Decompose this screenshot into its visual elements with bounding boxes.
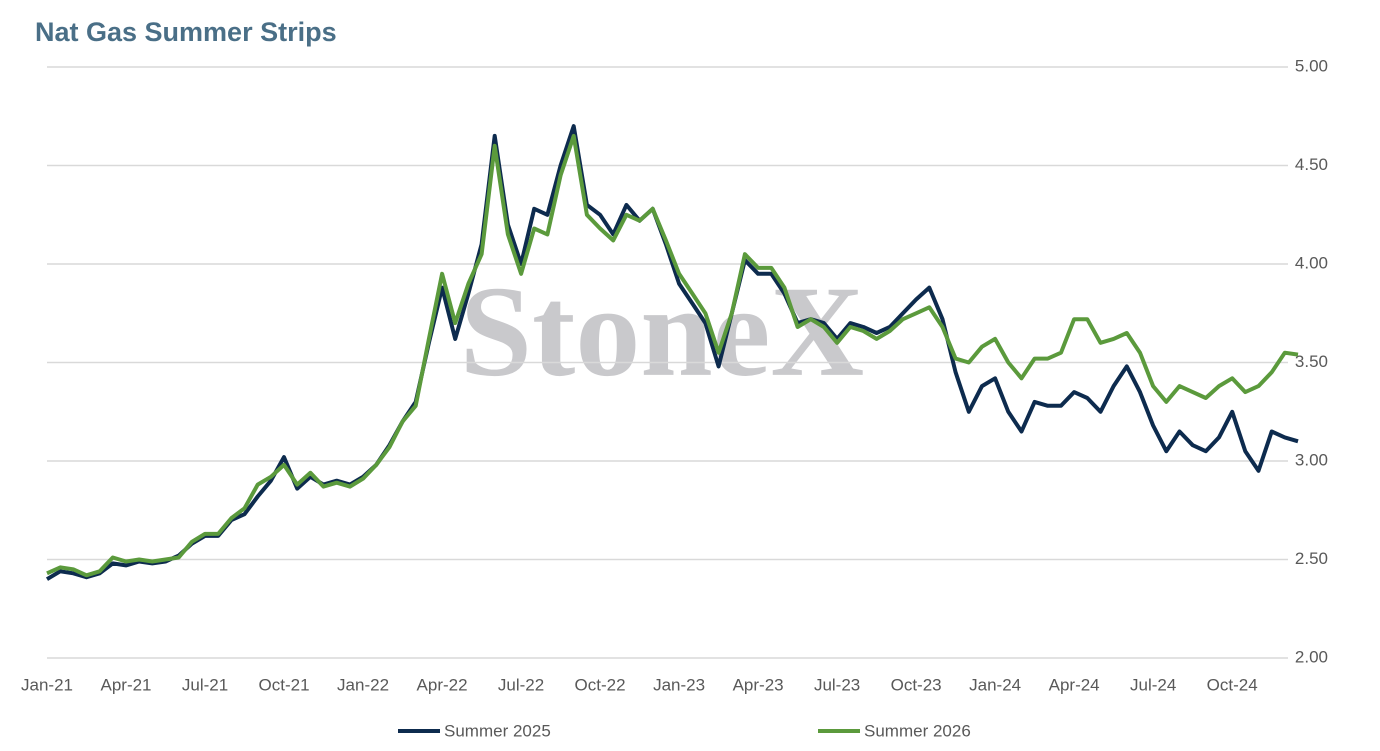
y-tick-label: 2.00 (1295, 647, 1328, 666)
watermark: StoneX (460, 260, 864, 404)
chart-title: Nat Gas Summer Strips (35, 17, 337, 47)
x-tick-label: Apr-21 (100, 675, 151, 694)
y-tick-label: 5.00 (1295, 56, 1328, 75)
y-tick-label: 4.50 (1295, 155, 1328, 174)
x-tick-label: Oct-24 (1207, 675, 1258, 694)
series-line (45, 124, 1299, 581)
x-tick-label: Jul-23 (814, 675, 860, 694)
y-tick-label: 4.00 (1295, 253, 1328, 272)
x-tick-label: Jan-21 (21, 675, 73, 694)
series-line (46, 133, 1299, 578)
x-tick-label: Jan-22 (337, 675, 389, 694)
y-tick-label: 3.00 (1295, 450, 1328, 469)
x-tick-label: Oct-22 (575, 675, 626, 694)
y-tick-label: 2.50 (1295, 549, 1328, 568)
legend-label: Summer 2025 (444, 721, 551, 740)
x-tick-label: Oct-21 (259, 675, 310, 694)
x-tick-label: Apr-24 (1049, 675, 1100, 694)
x-tick-label: Jul-24 (1130, 675, 1176, 694)
x-tick-label: Jan-23 (653, 675, 705, 694)
x-tick-label: Jul-22 (498, 675, 544, 694)
x-tick-label: Oct-23 (891, 675, 942, 694)
x-tick-label: Apr-22 (417, 675, 468, 694)
x-tick-label: Apr-23 (733, 675, 784, 694)
legend-label: Summer 2026 (864, 721, 971, 740)
x-tick-label: Jan-24 (969, 675, 1021, 694)
x-tick-label: Jul-21 (182, 675, 228, 694)
y-tick-label: 3.50 (1295, 352, 1328, 371)
